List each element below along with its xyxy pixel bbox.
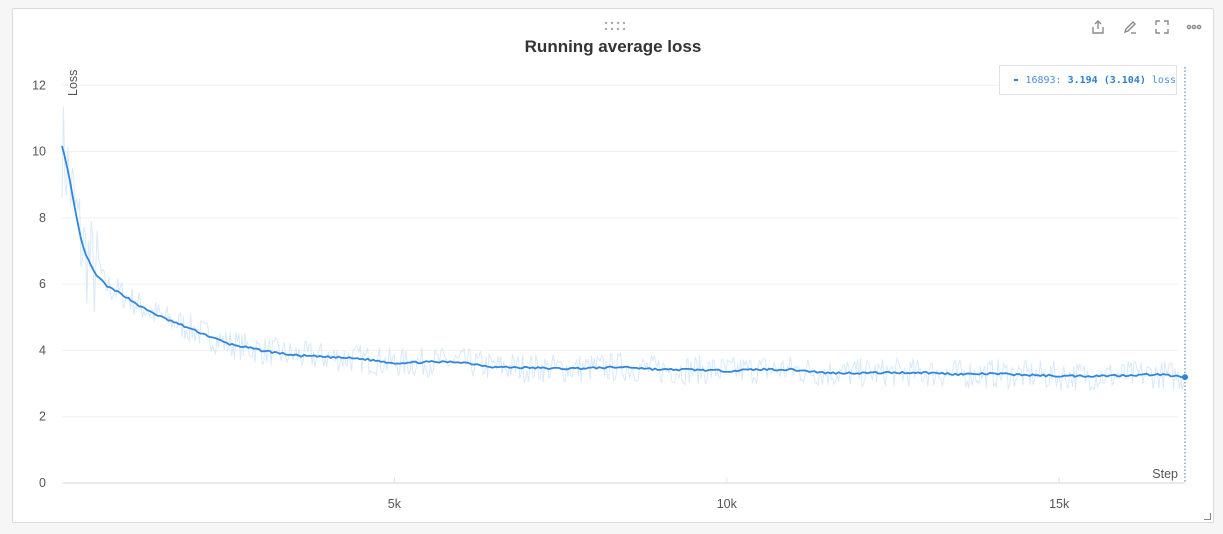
chart-title: Running average loss xyxy=(524,37,702,56)
y-tick-label: 12 xyxy=(32,78,46,92)
y-tick-label: 2 xyxy=(39,410,46,424)
resize-handle[interactable] xyxy=(1204,513,1211,520)
panel-toolbar xyxy=(1089,18,1203,36)
x-tick-label: 5k xyxy=(388,497,402,511)
y-tick-label: 6 xyxy=(39,277,46,291)
more-icon[interactable] xyxy=(1185,18,1203,36)
legend-smoothed: (3.104) xyxy=(1103,74,1146,86)
legend-swatch xyxy=(1014,79,1019,81)
y-axis-title: Loss xyxy=(66,70,80,96)
y-tick-label: 4 xyxy=(39,343,46,357)
legend-series: loss xyxy=(1151,74,1176,86)
y-tick-label: 10 xyxy=(32,145,46,159)
fullscreen-icon[interactable] xyxy=(1153,18,1171,36)
x-axis-title: Step xyxy=(1152,467,1178,481)
share-icon[interactable] xyxy=(1089,18,1107,36)
x-tick-label: 10k xyxy=(717,497,738,511)
loss-series-line xyxy=(61,145,1186,379)
chart-legend: 16893: 3.194 (3.104) loss xyxy=(999,65,1177,95)
legend-step: 16893 xyxy=(1025,74,1056,86)
y-tick-label: 0 xyxy=(39,476,46,490)
x-tick-label: 15k xyxy=(1049,497,1070,511)
raw-loss-line xyxy=(61,106,1185,391)
hover-point xyxy=(1182,374,1188,381)
edit-icon[interactable] xyxy=(1121,18,1139,36)
legend-value: 3.194 xyxy=(1067,74,1098,86)
y-tick-label: 8 xyxy=(39,211,46,225)
drag-handle-icon[interactable] xyxy=(604,21,628,31)
